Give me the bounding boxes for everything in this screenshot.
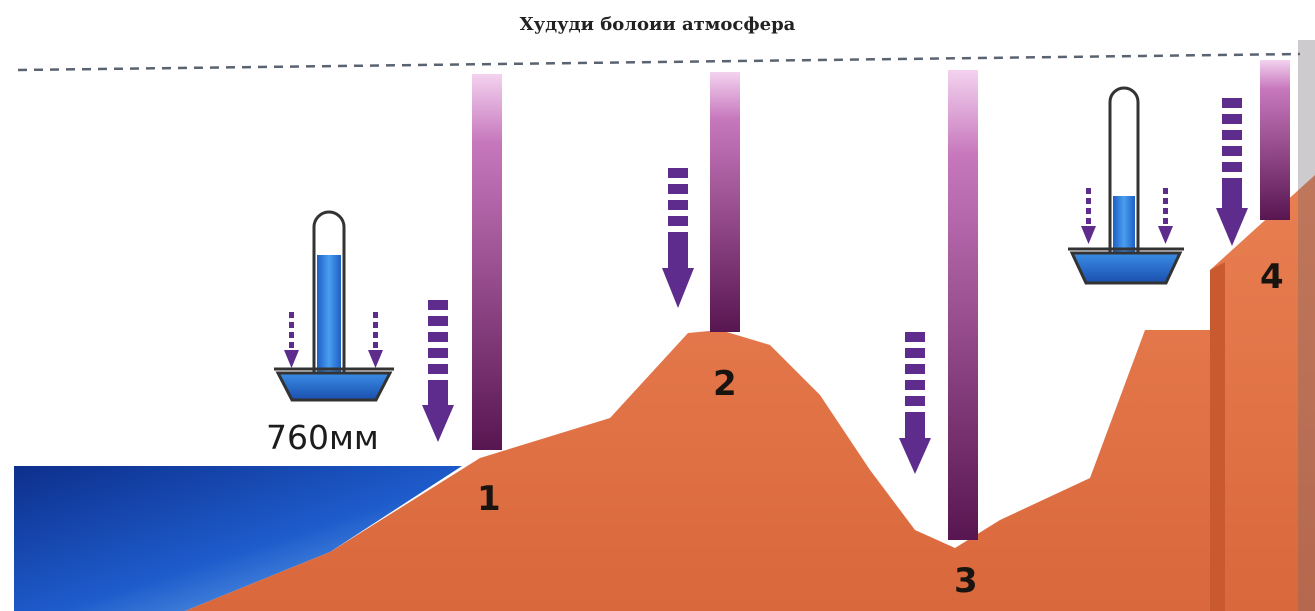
pressure-arrow-icon bbox=[899, 332, 931, 474]
pressure-arrow-icon bbox=[662, 168, 694, 308]
cliff-face bbox=[1210, 262, 1225, 611]
sea bbox=[14, 466, 462, 611]
point-label-3: 3 bbox=[954, 561, 978, 601]
barometer-icon bbox=[1068, 86, 1184, 285]
land-relief bbox=[185, 175, 1315, 611]
atmosphere-boundary-line bbox=[17, 52, 1301, 72]
point-label-2: 2 bbox=[713, 364, 737, 404]
air-column-3 bbox=[948, 70, 978, 540]
right-edge bbox=[1298, 40, 1315, 611]
air-column-4 bbox=[1260, 60, 1290, 220]
pressure-arrow-icon bbox=[1216, 98, 1248, 246]
air-column-1 bbox=[472, 74, 502, 450]
point-label-4: 4 bbox=[1260, 257, 1284, 297]
pressure-arrow-icon bbox=[422, 300, 454, 442]
sea-level-pressure-label: 760мм bbox=[266, 418, 379, 457]
air-column-2 bbox=[710, 72, 740, 332]
point-label-1: 1 bbox=[477, 479, 501, 519]
barometer-icon bbox=[274, 210, 394, 402]
atmosphere-upper-boundary-title: Худуди болоии атмосфера bbox=[519, 14, 796, 35]
